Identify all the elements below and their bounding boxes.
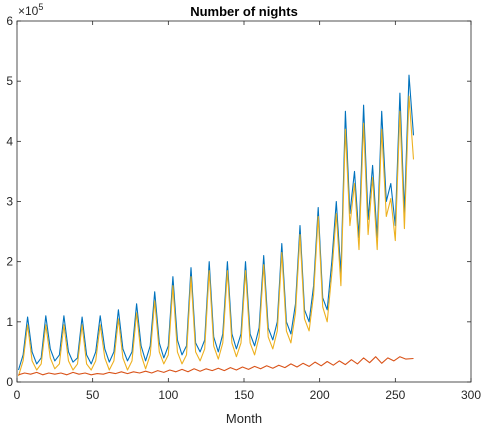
plot-area bbox=[17, 21, 471, 382]
y-tick-label-3: 3 bbox=[6, 195, 13, 209]
x-tick-label-4: 200 bbox=[310, 388, 330, 402]
y-tick-label-6: 6 bbox=[6, 14, 13, 28]
x-tick-label-1: 50 bbox=[86, 388, 100, 402]
x-tick-label-5: 250 bbox=[385, 388, 405, 402]
y-tick-label-5: 5 bbox=[6, 74, 13, 88]
y-tick-label-4: 4 bbox=[6, 134, 13, 148]
x-axis-label: Month bbox=[226, 411, 262, 426]
y-tick-label-1: 1 bbox=[6, 315, 13, 329]
x-tick-label-2: 100 bbox=[158, 388, 178, 402]
series-line-3 bbox=[18, 356, 414, 376]
series-layer bbox=[17, 74, 415, 377]
chart-title: Number of nights bbox=[190, 4, 298, 19]
y-exponent-label: ×105 bbox=[18, 2, 43, 18]
series-line-1 bbox=[17, 74, 415, 371]
tick-layer: 0 50 100 150 200 250 300 0 1 2 3 4 5 6 bbox=[6, 14, 481, 402]
y-tick-label-2: 2 bbox=[6, 255, 13, 269]
y-exponent-base: ×10 bbox=[18, 4, 39, 18]
x-tick-label-3: 150 bbox=[234, 388, 254, 402]
y-tick-label-0: 0 bbox=[6, 375, 13, 389]
x-tick-label-0: 0 bbox=[14, 388, 21, 402]
series-line-2 bbox=[17, 95, 415, 377]
x-tick-label-6: 300 bbox=[461, 388, 481, 402]
y-exponent-power: 5 bbox=[38, 2, 43, 12]
